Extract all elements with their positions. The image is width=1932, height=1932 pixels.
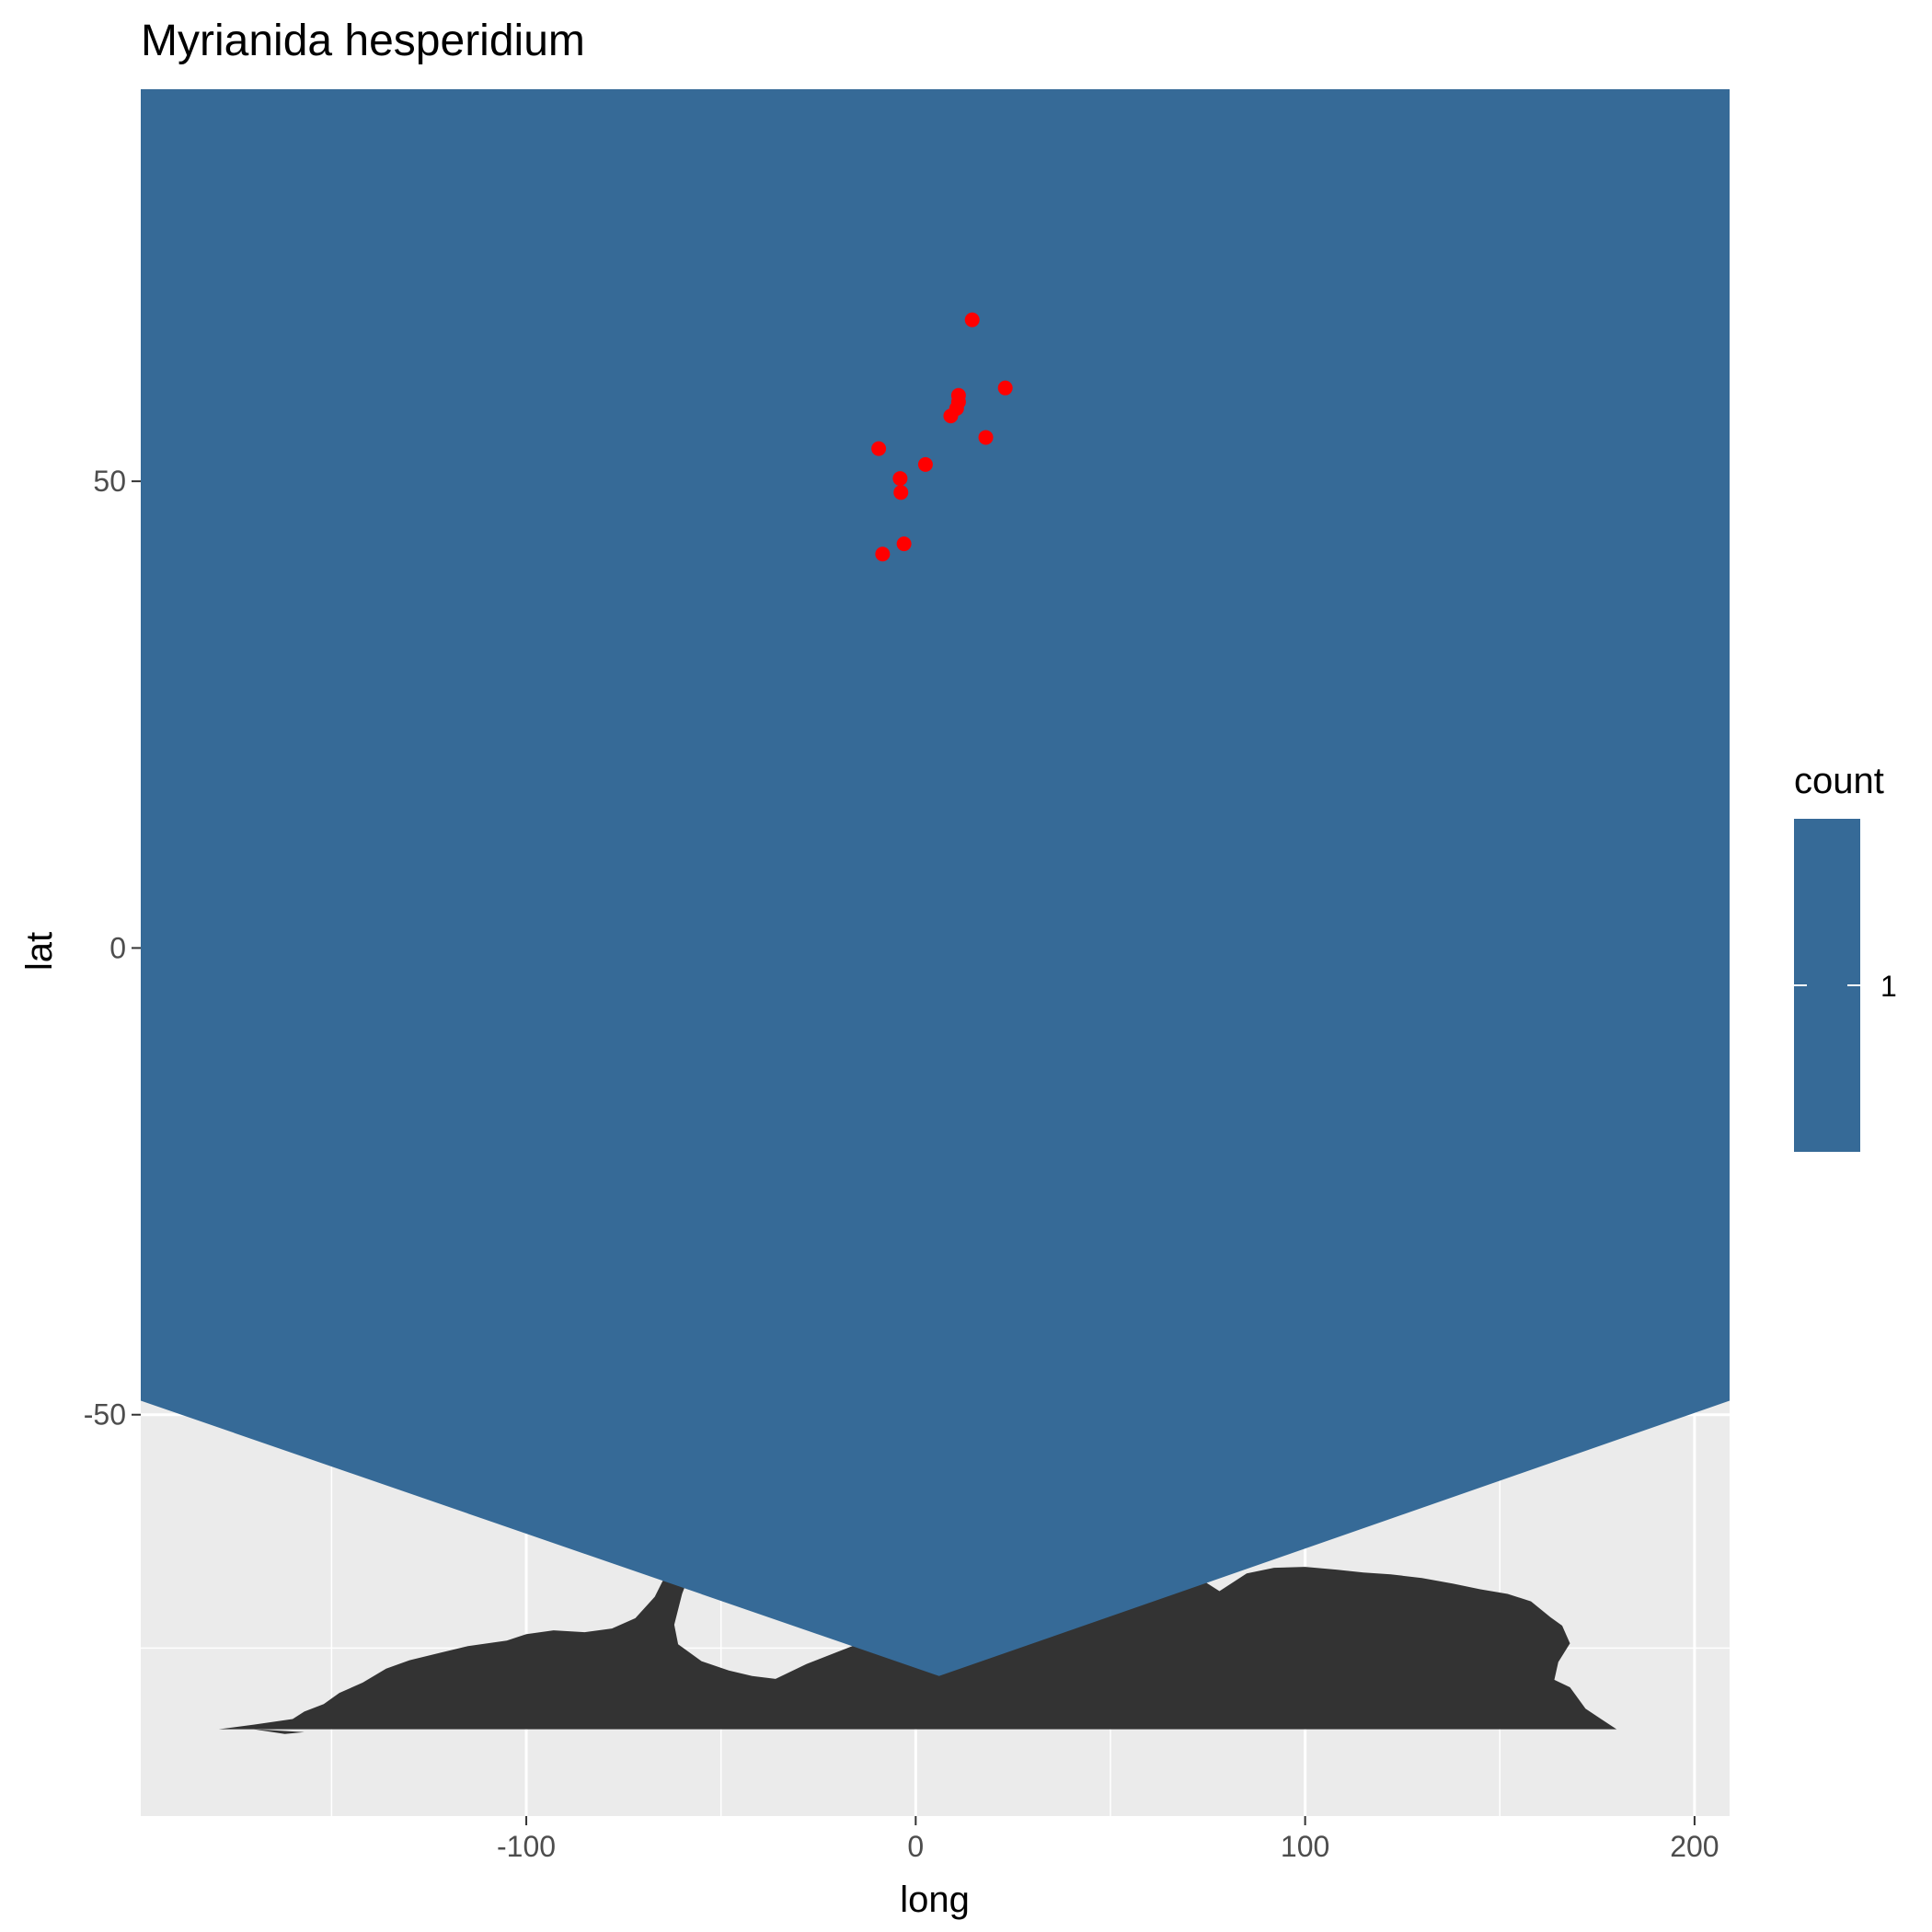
data-point <box>871 441 887 456</box>
x-tick-label: -100 <box>497 1830 556 1863</box>
y-axis-title: lat <box>19 932 60 971</box>
data-point <box>978 430 994 445</box>
data-point <box>875 546 891 562</box>
hexbin-area <box>141 89 1730 1676</box>
occurrence-points <box>871 312 1013 562</box>
y-tick-label: -50 <box>84 1398 126 1432</box>
data-point <box>893 485 909 500</box>
x-tick-label: 200 <box>1670 1830 1719 1863</box>
data-point <box>943 408 959 424</box>
x-tick-label: 0 <box>907 1830 924 1863</box>
data-point <box>917 456 933 472</box>
data-point <box>964 312 980 328</box>
data-point <box>997 380 1013 396</box>
land-polygon <box>253 1729 305 1734</box>
x-tick-label: 100 <box>1281 1830 1329 1863</box>
plot-panel <box>141 89 1730 1816</box>
y-tick-label: 0 <box>109 931 126 964</box>
y-tick-label: 50 <box>93 465 126 498</box>
y-axis: -50 0 50 <box>84 465 141 1432</box>
chart-title: Myrianida hesperidium <box>141 17 585 65</box>
legend: count 1 <box>1794 761 1897 1152</box>
x-axis-title: long <box>900 1880 970 1920</box>
x-axis: -100 0 100 200 <box>497 1816 1719 1863</box>
legend-title: count <box>1794 761 1884 801</box>
data-point <box>892 471 908 487</box>
data-point <box>896 536 912 552</box>
legend-label: 1 <box>1880 970 1897 1003</box>
